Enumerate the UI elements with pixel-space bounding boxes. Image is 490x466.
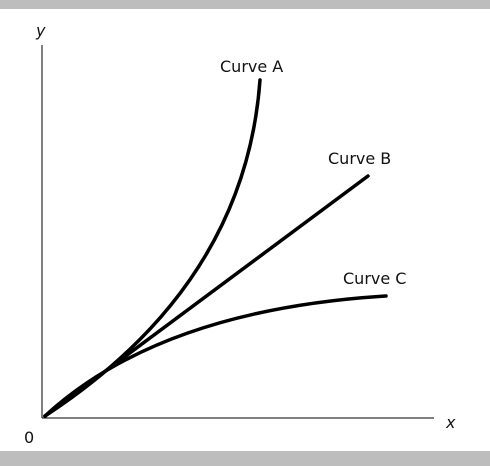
- top-bar: [0, 0, 490, 9]
- curve-label: Curve A: [220, 57, 283, 76]
- curve-label: Curve C: [343, 269, 406, 288]
- curve-label: Curve B: [328, 149, 391, 168]
- curve-c: [43, 294, 388, 418]
- y-axis-label: y: [35, 21, 46, 40]
- bottom-bar: [0, 451, 490, 466]
- curve-a: [43, 78, 262, 418]
- origin-label: 0: [24, 428, 34, 447]
- x-axis-label: x: [445, 413, 456, 432]
